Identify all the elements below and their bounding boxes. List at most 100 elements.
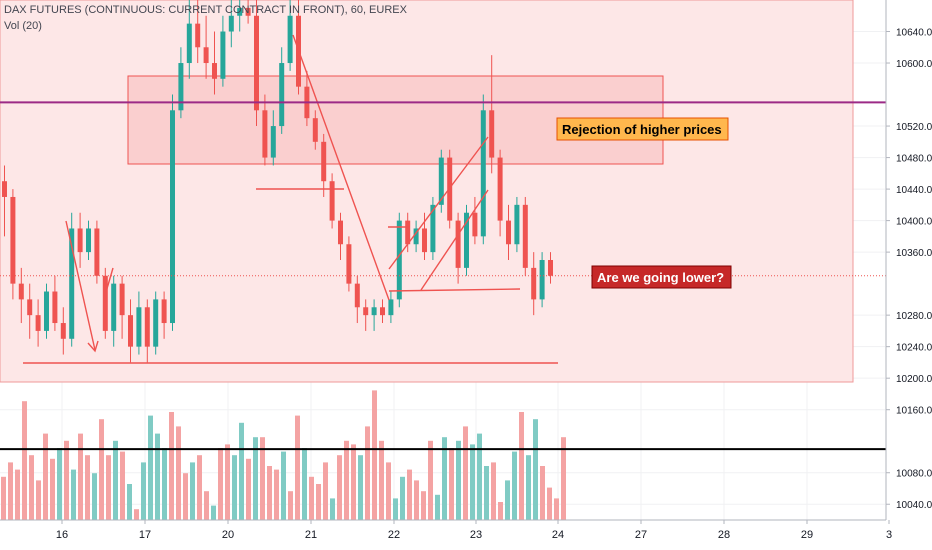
candle-body <box>178 63 184 111</box>
volume-bars <box>1 390 566 520</box>
volume-bar <box>484 466 489 520</box>
volume-indicator-label: Vol (20) <box>4 20 42 32</box>
volume-bar <box>526 455 531 520</box>
candle-body <box>321 141 327 182</box>
price-tick-label: 10400.0 <box>896 217 932 228</box>
candle-body <box>153 299 159 347</box>
volume-bar <box>155 433 160 520</box>
volume-bar <box>407 469 412 520</box>
symbol-title: DAX FUTURES (CONTINUOUS: CURRENT CONTRAC… <box>4 4 407 16</box>
volume-bar <box>50 458 55 520</box>
channel-bottom-line <box>420 189 489 291</box>
volume-bar <box>232 455 237 520</box>
candle-body <box>455 220 461 268</box>
volume-bar <box>470 444 475 520</box>
volume-bar <box>204 491 209 520</box>
candle-body <box>363 307 369 316</box>
volume-bar <box>463 426 468 520</box>
candle-body <box>102 275 108 331</box>
candle-body <box>472 212 478 237</box>
price-tick-label: 10600.0 <box>896 59 932 70</box>
volume-bar <box>533 419 538 520</box>
price-tick-label: 10480.0 <box>896 154 932 165</box>
volume-bar <box>337 455 342 520</box>
volume-bar <box>197 455 202 520</box>
volume-bar <box>113 440 118 520</box>
volume-bar <box>176 426 181 520</box>
candle-body <box>514 204 520 245</box>
candle-body <box>136 307 142 347</box>
volume-bar <box>442 437 447 520</box>
candle-body <box>422 228 427 253</box>
candle-body <box>279 63 285 127</box>
candle-body <box>119 283 125 316</box>
volume-bar <box>183 473 188 520</box>
candle-body <box>371 307 377 316</box>
annotation-box-rejection <box>556 117 729 141</box>
candle-body <box>430 204 436 253</box>
candle-body <box>380 307 385 316</box>
volume-bar <box>519 412 524 520</box>
volume-bar <box>428 440 433 520</box>
volume-bar <box>43 433 48 520</box>
volume-bar <box>372 390 377 520</box>
price-tick-label: 10080.0 <box>896 469 932 480</box>
volume-bar <box>400 476 405 520</box>
candle-body <box>35 315 41 331</box>
candle-body <box>531 267 537 300</box>
annotations: Rejection of higher prices Are we going l… <box>556 117 732 289</box>
candle-body <box>438 157 444 205</box>
volume-bar <box>449 448 454 520</box>
price-axis: 10640.0 10600.0 10520.0 10480.0 10440.0 10400… <box>885 0 932 550</box>
volume-bar <box>106 455 111 520</box>
price-tick-label: 10440.0 <box>896 185 932 196</box>
volume-bar <box>351 444 356 520</box>
candle-body <box>18 283 24 300</box>
volume-bar <box>302 448 307 520</box>
candle-body <box>346 244 352 284</box>
annotation-box-lower <box>591 265 732 289</box>
candle-body <box>77 228 83 253</box>
volume-bar <box>344 440 349 520</box>
time-tick-label: 28 <box>718 529 730 541</box>
volume-bar <box>239 422 244 520</box>
time-tick-label: 23 <box>470 529 482 541</box>
candle-body <box>338 220 343 245</box>
candle-body <box>60 323 66 339</box>
volume-bar <box>141 462 146 520</box>
candle-body <box>480 110 486 237</box>
volume-bar <box>477 433 482 520</box>
candle-body <box>287 15 293 64</box>
volume-bar <box>162 448 167 520</box>
volume-bar <box>218 448 223 520</box>
candle-body <box>262 110 268 158</box>
price-tick-label: 10280.0 <box>896 311 932 322</box>
channel-top-line <box>388 136 489 270</box>
channel-base-line <box>388 288 521 292</box>
volume-bar <box>8 462 13 520</box>
volume-bar <box>36 480 41 520</box>
volume-bar <box>316 484 321 520</box>
candle-body <box>245 7 251 16</box>
volume-bar <box>435 494 440 520</box>
candle-body <box>396 220 402 300</box>
candle-body <box>2 181 7 197</box>
price-tick-label: 10520.0 <box>896 122 932 133</box>
candle-body <box>405 220 411 245</box>
candle-body <box>94 228 100 276</box>
candle-body <box>144 307 150 347</box>
volume-bar <box>414 480 419 520</box>
candle-body <box>388 299 394 316</box>
volume-bar <box>225 444 230 520</box>
time-tick-label: 17 <box>139 529 151 541</box>
candle-body <box>220 31 226 79</box>
candle-body <box>212 63 217 79</box>
candle-body <box>413 228 419 245</box>
candle-body <box>270 126 276 158</box>
volume-bar <box>169 412 174 520</box>
volume-bar <box>211 505 216 520</box>
candle-body <box>161 299 167 324</box>
candle-body <box>329 181 335 221</box>
annotation-text-lower: Are we going lower? <box>597 270 724 285</box>
